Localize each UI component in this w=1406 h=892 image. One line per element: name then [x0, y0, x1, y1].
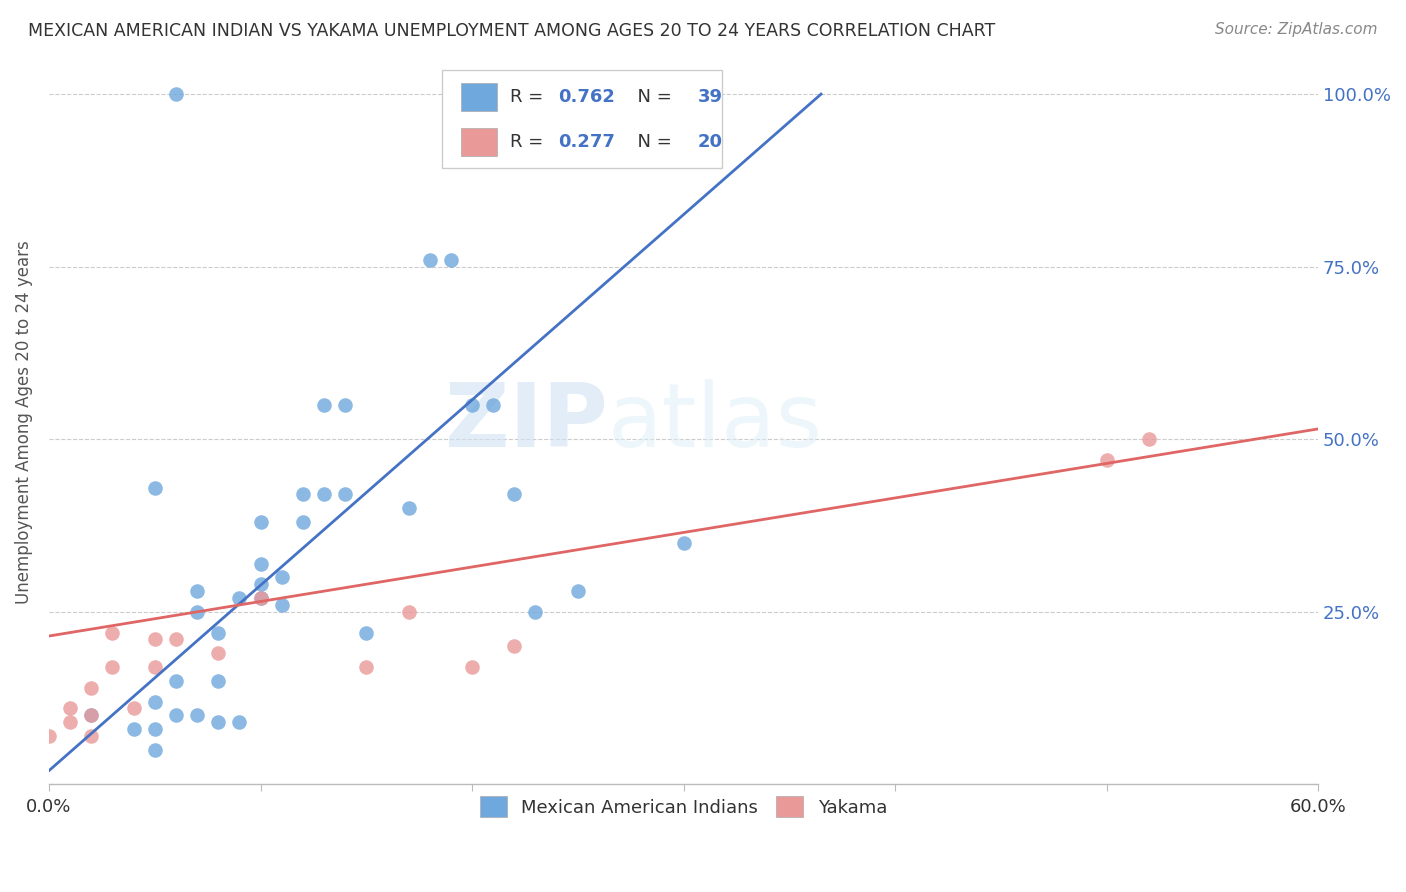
- Point: [165, 708, 187, 723]
- Point: [524, 605, 547, 619]
- Point: [186, 605, 208, 619]
- Point: [207, 673, 229, 688]
- Point: [356, 625, 378, 640]
- Point: [165, 673, 187, 688]
- Text: atlas: atlas: [607, 378, 823, 466]
- Point: [207, 715, 229, 730]
- Point: [80, 708, 103, 723]
- Point: [249, 591, 271, 605]
- Point: [228, 591, 250, 605]
- Point: [398, 501, 420, 516]
- Point: [143, 722, 166, 736]
- Point: [143, 743, 166, 757]
- Text: MEXICAN AMERICAN INDIAN VS YAKAMA UNEMPLOYMENT AMONG AGES 20 TO 24 YEARS CORRELA: MEXICAN AMERICAN INDIAN VS YAKAMA UNEMPL…: [28, 22, 995, 40]
- Point: [356, 660, 378, 674]
- Text: ZIP: ZIP: [444, 378, 607, 466]
- Point: [440, 252, 463, 267]
- Point: [143, 481, 166, 495]
- Point: [1095, 453, 1118, 467]
- Point: [207, 646, 229, 660]
- Point: [143, 695, 166, 709]
- Text: 20: 20: [697, 133, 723, 151]
- Point: [249, 515, 271, 529]
- Point: [291, 515, 314, 529]
- Point: [312, 398, 335, 412]
- Point: [398, 605, 420, 619]
- Point: [165, 632, 187, 647]
- Point: [59, 701, 82, 715]
- Point: [143, 632, 166, 647]
- Point: [186, 708, 208, 723]
- Point: [461, 660, 484, 674]
- Text: R =: R =: [510, 87, 548, 106]
- Point: [143, 660, 166, 674]
- FancyBboxPatch shape: [443, 70, 721, 169]
- Point: [270, 598, 292, 612]
- Text: R =: R =: [510, 133, 548, 151]
- FancyBboxPatch shape: [461, 128, 496, 156]
- Point: [207, 625, 229, 640]
- Text: 0.762: 0.762: [558, 87, 614, 106]
- Point: [122, 701, 145, 715]
- Point: [101, 625, 124, 640]
- Point: [312, 487, 335, 501]
- Text: 0.277: 0.277: [558, 133, 614, 151]
- Point: [101, 660, 124, 674]
- Point: [291, 487, 314, 501]
- Point: [165, 87, 187, 102]
- Point: [249, 577, 271, 591]
- Point: [270, 570, 292, 584]
- Legend: Mexican American Indians, Yakama: Mexican American Indians, Yakama: [471, 788, 896, 826]
- Point: [503, 487, 526, 501]
- Point: [122, 722, 145, 736]
- Text: 39: 39: [697, 87, 723, 106]
- Point: [228, 715, 250, 730]
- Point: [672, 536, 695, 550]
- Point: [1137, 432, 1160, 446]
- Point: [38, 729, 60, 743]
- Text: N =: N =: [627, 133, 678, 151]
- Text: N =: N =: [627, 87, 678, 106]
- Point: [482, 398, 505, 412]
- Point: [249, 557, 271, 571]
- Point: [80, 708, 103, 723]
- Point: [249, 591, 271, 605]
- Point: [333, 398, 356, 412]
- FancyBboxPatch shape: [461, 83, 496, 111]
- Point: [419, 252, 441, 267]
- Text: Source: ZipAtlas.com: Source: ZipAtlas.com: [1215, 22, 1378, 37]
- Point: [333, 487, 356, 501]
- Y-axis label: Unemployment Among Ages 20 to 24 years: Unemployment Among Ages 20 to 24 years: [15, 240, 32, 604]
- Point: [567, 584, 589, 599]
- Point: [80, 729, 103, 743]
- Point: [59, 715, 82, 730]
- Point: [80, 681, 103, 695]
- Point: [186, 584, 208, 599]
- Point: [461, 398, 484, 412]
- Point: [503, 640, 526, 654]
